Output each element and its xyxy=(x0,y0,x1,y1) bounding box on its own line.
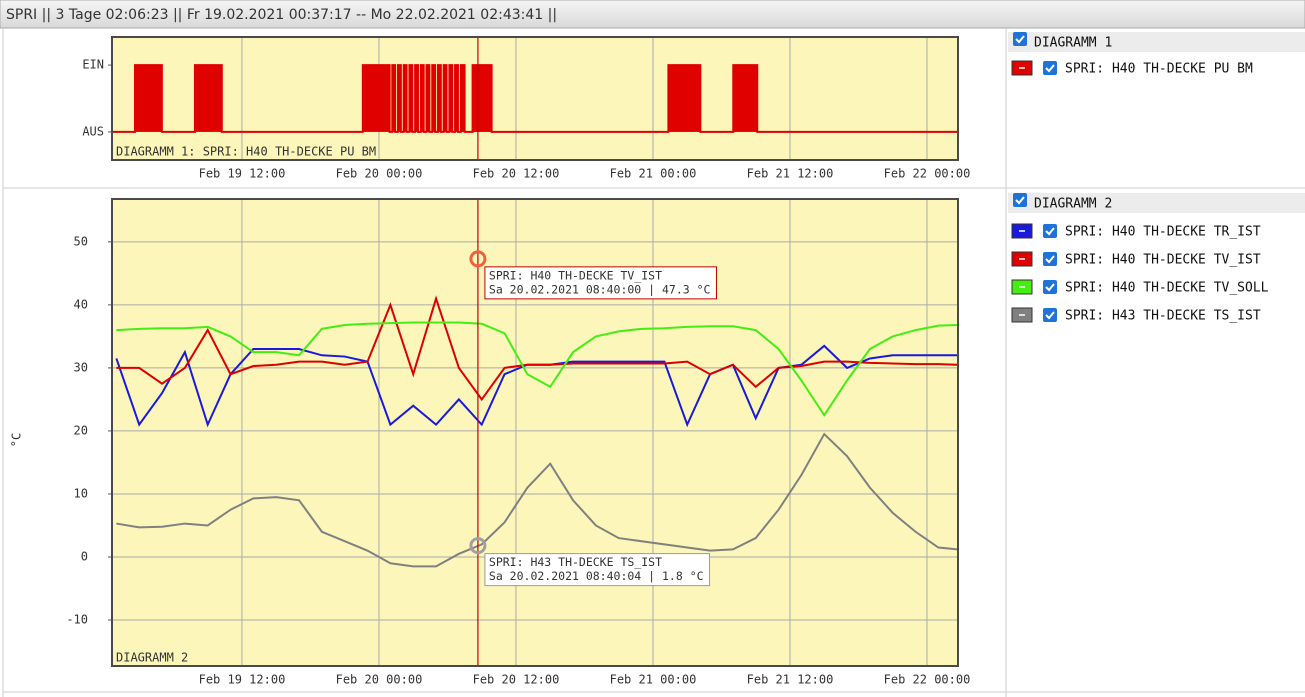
header-bar xyxy=(0,0,1305,29)
header-title: SPRI || 3 Tage 02:06:23 || Fr 19.02.2021… xyxy=(6,7,557,23)
tooltip-title: SPRI: H40 TH-DECKE TV_IST xyxy=(489,268,662,282)
x-tick-label: Feb 20 00:00 xyxy=(336,673,423,687)
checkbox[interactable] xyxy=(1043,61,1057,75)
on-interval xyxy=(426,65,430,132)
on-interval xyxy=(472,65,492,132)
checkmark[interactable] xyxy=(1045,227,1055,236)
x-tick-label: Feb 21 12:00 xyxy=(747,167,834,181)
on-interval xyxy=(397,65,401,132)
x-tick-label: Feb 20 12:00 xyxy=(473,167,560,181)
y-tick-label: -10 xyxy=(66,612,88,626)
checkbox[interactable] xyxy=(1013,32,1027,46)
checkmark[interactable] xyxy=(1015,35,1025,44)
x-tick-label: Feb 21 12:00 xyxy=(747,673,834,687)
checkmark[interactable] xyxy=(1045,64,1055,73)
x-tick-label: Feb 22 00:00 xyxy=(884,167,971,181)
on-interval xyxy=(432,65,436,132)
series-line xyxy=(116,432,958,568)
on-interval xyxy=(668,65,701,132)
y-tick-label: EIN xyxy=(82,58,104,72)
x-tick-label: Feb 20 12:00 xyxy=(473,673,560,687)
legend-label[interactable]: SPRI: H40 TH-DECKE PU BM xyxy=(1065,62,1253,77)
checkbox[interactable] xyxy=(1013,193,1027,207)
tooltip-box xyxy=(484,553,711,587)
tooltip-marker xyxy=(469,250,487,268)
checkbox[interactable] xyxy=(1043,308,1057,322)
on-interval xyxy=(409,65,413,132)
y-axis-label: °C xyxy=(10,433,24,447)
y-tick-label: 40 xyxy=(74,297,88,311)
series-line xyxy=(116,321,958,417)
y-tick-label: 10 xyxy=(74,486,88,500)
legend-title[interactable]: DIAGRAMM 2 xyxy=(1034,197,1112,212)
legend-header xyxy=(1008,32,1305,52)
plot-label: DIAGRAMM 2 xyxy=(116,651,188,665)
on-interval xyxy=(415,65,418,132)
y-tick-label: 30 xyxy=(74,360,88,374)
on-interval xyxy=(443,65,447,132)
plot-label: DIAGRAMM 1: SPRI: H40 TH-DECKE PU BM xyxy=(116,145,376,159)
legend-title[interactable]: DIAGRAMM 1 xyxy=(1034,36,1112,51)
tooltip-title: SPRI: H43 TH-DECKE TS_IST xyxy=(489,555,662,569)
on-interval xyxy=(420,65,424,132)
x-tick-label: Feb 19 12:00 xyxy=(199,167,286,181)
checkmark[interactable] xyxy=(1045,283,1055,292)
x-tick-label: Feb 22 00:00 xyxy=(884,673,971,687)
x-tick-label: Feb 20 00:00 xyxy=(336,167,423,181)
legend-label[interactable]: SPRI: H40 TH-DECKE TV_SOLL xyxy=(1065,281,1269,296)
on-interval xyxy=(403,65,407,132)
y-tick-label: 50 xyxy=(74,234,88,248)
plot-area xyxy=(112,37,958,160)
x-tick-label: Feb 21 00:00 xyxy=(610,167,697,181)
checkbox[interactable] xyxy=(1043,280,1057,294)
on-interval xyxy=(449,65,453,132)
on-interval xyxy=(455,65,458,132)
series-line xyxy=(112,64,958,133)
plot-border xyxy=(111,36,959,161)
tooltip-text: Sa 20.02.2021 08:40:04 | 1.8 °C xyxy=(489,569,704,583)
series-line xyxy=(116,295,958,402)
on-interval xyxy=(733,65,758,132)
legend-label[interactable]: SPRI: H40 TH-DECKE TR_IST xyxy=(1065,225,1261,240)
checkmark[interactable] xyxy=(1045,255,1055,264)
tooltip-text: Sa 20.02.2021 08:40:00 | 47.3 °C xyxy=(489,282,711,296)
series-layer xyxy=(112,64,958,133)
legend-label[interactable]: SPRI: H40 TH-DECKE TV_IST xyxy=(1065,253,1261,268)
legend-label[interactable]: SPRI: H43 TH-DECKE TS_IST xyxy=(1065,309,1261,324)
on-interval xyxy=(392,65,396,132)
on-interval xyxy=(135,65,162,132)
on-interval xyxy=(362,65,390,132)
checkmark[interactable] xyxy=(1015,196,1025,205)
on-interval xyxy=(194,65,222,132)
tooltip-box xyxy=(484,266,717,300)
checkbox[interactable] xyxy=(1043,252,1057,266)
tooltip-marker xyxy=(469,537,487,555)
series-layer xyxy=(115,295,958,568)
y-tick-label: 20 xyxy=(74,423,88,437)
plot-border xyxy=(111,198,959,667)
x-tick-label: Feb 19 12:00 xyxy=(199,673,286,687)
on-interval xyxy=(460,65,465,132)
y-tick-label: AUS xyxy=(82,124,104,138)
x-tick-label: Feb 21 00:00 xyxy=(610,673,697,687)
on-interval xyxy=(437,65,441,132)
checkbox[interactable] xyxy=(1043,224,1057,238)
y-tick-label: 0 xyxy=(81,549,88,563)
legend-header xyxy=(1008,193,1305,213)
checkmark[interactable] xyxy=(1045,311,1055,320)
